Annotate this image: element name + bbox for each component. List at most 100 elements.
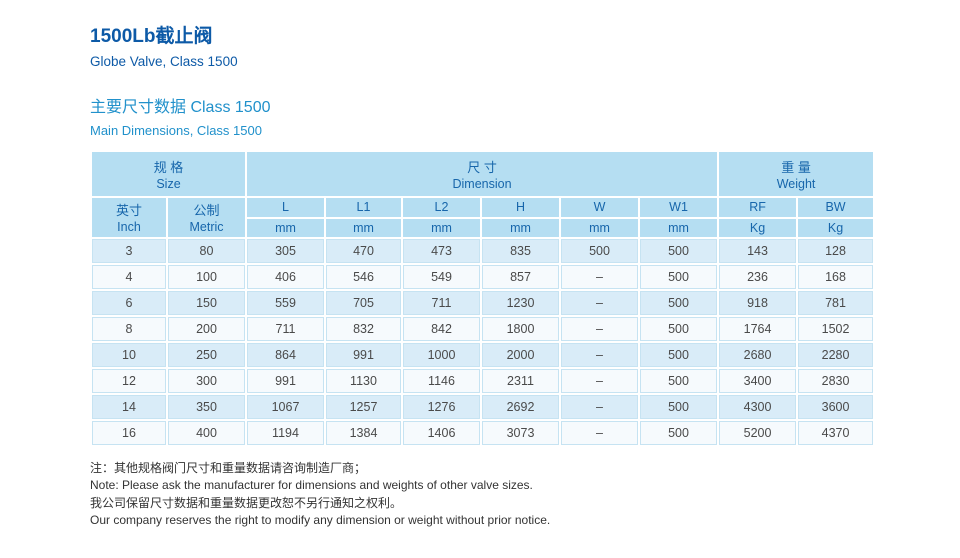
- table-cell: 300: [168, 368, 245, 393]
- table-cell: 918: [719, 290, 797, 315]
- table-cell: 168: [798, 264, 874, 289]
- table-cell: 5200: [719, 420, 797, 445]
- table-cell: 143: [719, 238, 797, 263]
- column-header-metric: 公制 Metric: [168, 197, 245, 237]
- table-cell: 781: [798, 290, 874, 315]
- page-title-en: Globe Valve, Class 1500: [90, 53, 238, 69]
- table-cell: 1800: [482, 316, 559, 341]
- table-cell: 3400: [719, 368, 797, 393]
- note-line-en-2: Our company reserves the right to modify…: [90, 513, 551, 528]
- table-unit-row: mm mm mm mm mm mm Kg Kg: [92, 218, 874, 237]
- column-header-l: L: [247, 197, 324, 217]
- page-content: 1500Lb截止阀 Globe Valve, Class 1500 主要尺寸数据…: [90, 26, 880, 530]
- table-cell: 500: [640, 316, 718, 341]
- note-line-zh-1: 注：其他规格阀门尺寸和重量数据请咨询制造厂商；: [90, 460, 367, 475]
- table-cell: 1276: [403, 394, 480, 419]
- table-row: 4 100 406 546 549 857–500 236 168: [92, 264, 874, 289]
- table-cell: 473: [403, 238, 480, 263]
- table-cell: 1764: [719, 316, 797, 341]
- table-cell: 2311: [482, 368, 559, 393]
- unit-bw: Kg: [798, 218, 874, 237]
- column-header-rf: RF: [719, 197, 797, 217]
- table-cell: 2830: [798, 368, 874, 393]
- table-cell: 842: [403, 316, 480, 341]
- table-cell: 864: [247, 342, 324, 367]
- table-row: 6 150 559 705 711 1230–500 918 781: [92, 290, 874, 315]
- table-group-header-row: 规 格 Size 尺 寸 Dimension 重 量 Weight: [92, 151, 874, 196]
- table-cell: 1502: [798, 316, 874, 341]
- page-title-zh: 1500Lb截止阀: [90, 26, 213, 47]
- group-weight-en: Weight: [776, 176, 816, 191]
- table-row: 10 250 864 991 1000 2000–500 2680 2280: [92, 342, 874, 367]
- notes-block: 注：其他规格阀门尺寸和重量数据请咨询制造厂商； Note: Please ask…: [90, 460, 880, 530]
- table-cell: 4: [92, 264, 166, 289]
- table-cell: 200: [168, 316, 245, 341]
- table-cell: 1130: [326, 368, 401, 393]
- table-cell: 991: [326, 342, 401, 367]
- table-cell: 546: [326, 264, 401, 289]
- table-cell: 2000: [482, 342, 559, 367]
- column-header-inch: 英寸 Inch: [92, 197, 166, 237]
- unit-l2: mm: [403, 218, 480, 237]
- table-cell: –: [561, 394, 638, 419]
- table-cell: –: [561, 420, 638, 445]
- unit-l: mm: [247, 218, 324, 237]
- section-title-zh: 主要尺寸数据 Class 1500: [90, 98, 271, 116]
- table-cell: 500: [561, 238, 638, 263]
- table-cell: 305: [247, 238, 324, 263]
- column-header-w: W: [561, 197, 638, 217]
- column-inch-en: Inch: [117, 220, 141, 235]
- table-cell: –: [561, 290, 638, 315]
- table-cell: –: [561, 368, 638, 393]
- table-row: 14 350 1067 1257 1276 2692–500 4300 3600: [92, 394, 874, 419]
- table-cell: –: [561, 342, 638, 367]
- group-dimension-en: Dimension: [452, 176, 512, 191]
- table-cell: 705: [326, 290, 401, 315]
- table-cell: 400: [168, 420, 245, 445]
- group-weight-zh: 重 量: [781, 159, 811, 175]
- table-cell: 6: [92, 290, 166, 315]
- note-line-zh-2: 我公司保留尺寸数据和重量数据更改恕不另行通知之权利。: [90, 495, 403, 510]
- table-cell: 470: [326, 238, 401, 263]
- table-cell: 1384: [326, 420, 401, 445]
- table-cell: 236: [719, 264, 797, 289]
- column-metric-zh: 公制: [193, 203, 220, 219]
- table-cell: 2692: [482, 394, 559, 419]
- table-row: 16 400 1194 1384 1406 3073–500 5200 4370: [92, 420, 874, 445]
- table-cell: 500: [640, 290, 718, 315]
- table-cell: 711: [403, 290, 480, 315]
- table-cell: 991: [247, 368, 324, 393]
- table-cell: 406: [247, 264, 324, 289]
- table-cell: –: [561, 264, 638, 289]
- group-header-dimension: 尺 寸 Dimension: [247, 151, 718, 196]
- table-cell: 835: [482, 238, 559, 263]
- table-cell: 1257: [326, 394, 401, 419]
- table-cell: 500: [640, 342, 718, 367]
- table-cell: 16: [92, 420, 166, 445]
- unit-w: mm: [561, 218, 638, 237]
- table-cell: 14: [92, 394, 166, 419]
- table-cell: 1194: [247, 420, 324, 445]
- group-header-size: 规 格 Size: [92, 151, 245, 196]
- table-body: 3 80 305 470 473 835 500 500 143 128 4 100 406 546 549…: [92, 238, 874, 445]
- group-size-en: Size: [156, 176, 181, 191]
- column-header-l2: L2: [403, 197, 480, 217]
- unit-l1: mm: [326, 218, 401, 237]
- table-cell: 500: [640, 394, 718, 419]
- table-cell: 4300: [719, 394, 797, 419]
- table-cell: 12: [92, 368, 166, 393]
- table-cell: 559: [247, 290, 324, 315]
- table-cell: 3600: [798, 394, 874, 419]
- column-metric-en: Metric: [189, 220, 224, 235]
- table-cell: 150: [168, 290, 245, 315]
- table-cell: 2280: [798, 342, 874, 367]
- table-cell: 128: [798, 238, 874, 263]
- table-cell: 80: [168, 238, 245, 263]
- table-cell: 1406: [403, 420, 480, 445]
- table-cell: 350: [168, 394, 245, 419]
- table-cell: 500: [640, 368, 718, 393]
- column-header-bw: BW: [798, 197, 874, 217]
- table-cell: 100: [168, 264, 245, 289]
- table-cell: 250: [168, 342, 245, 367]
